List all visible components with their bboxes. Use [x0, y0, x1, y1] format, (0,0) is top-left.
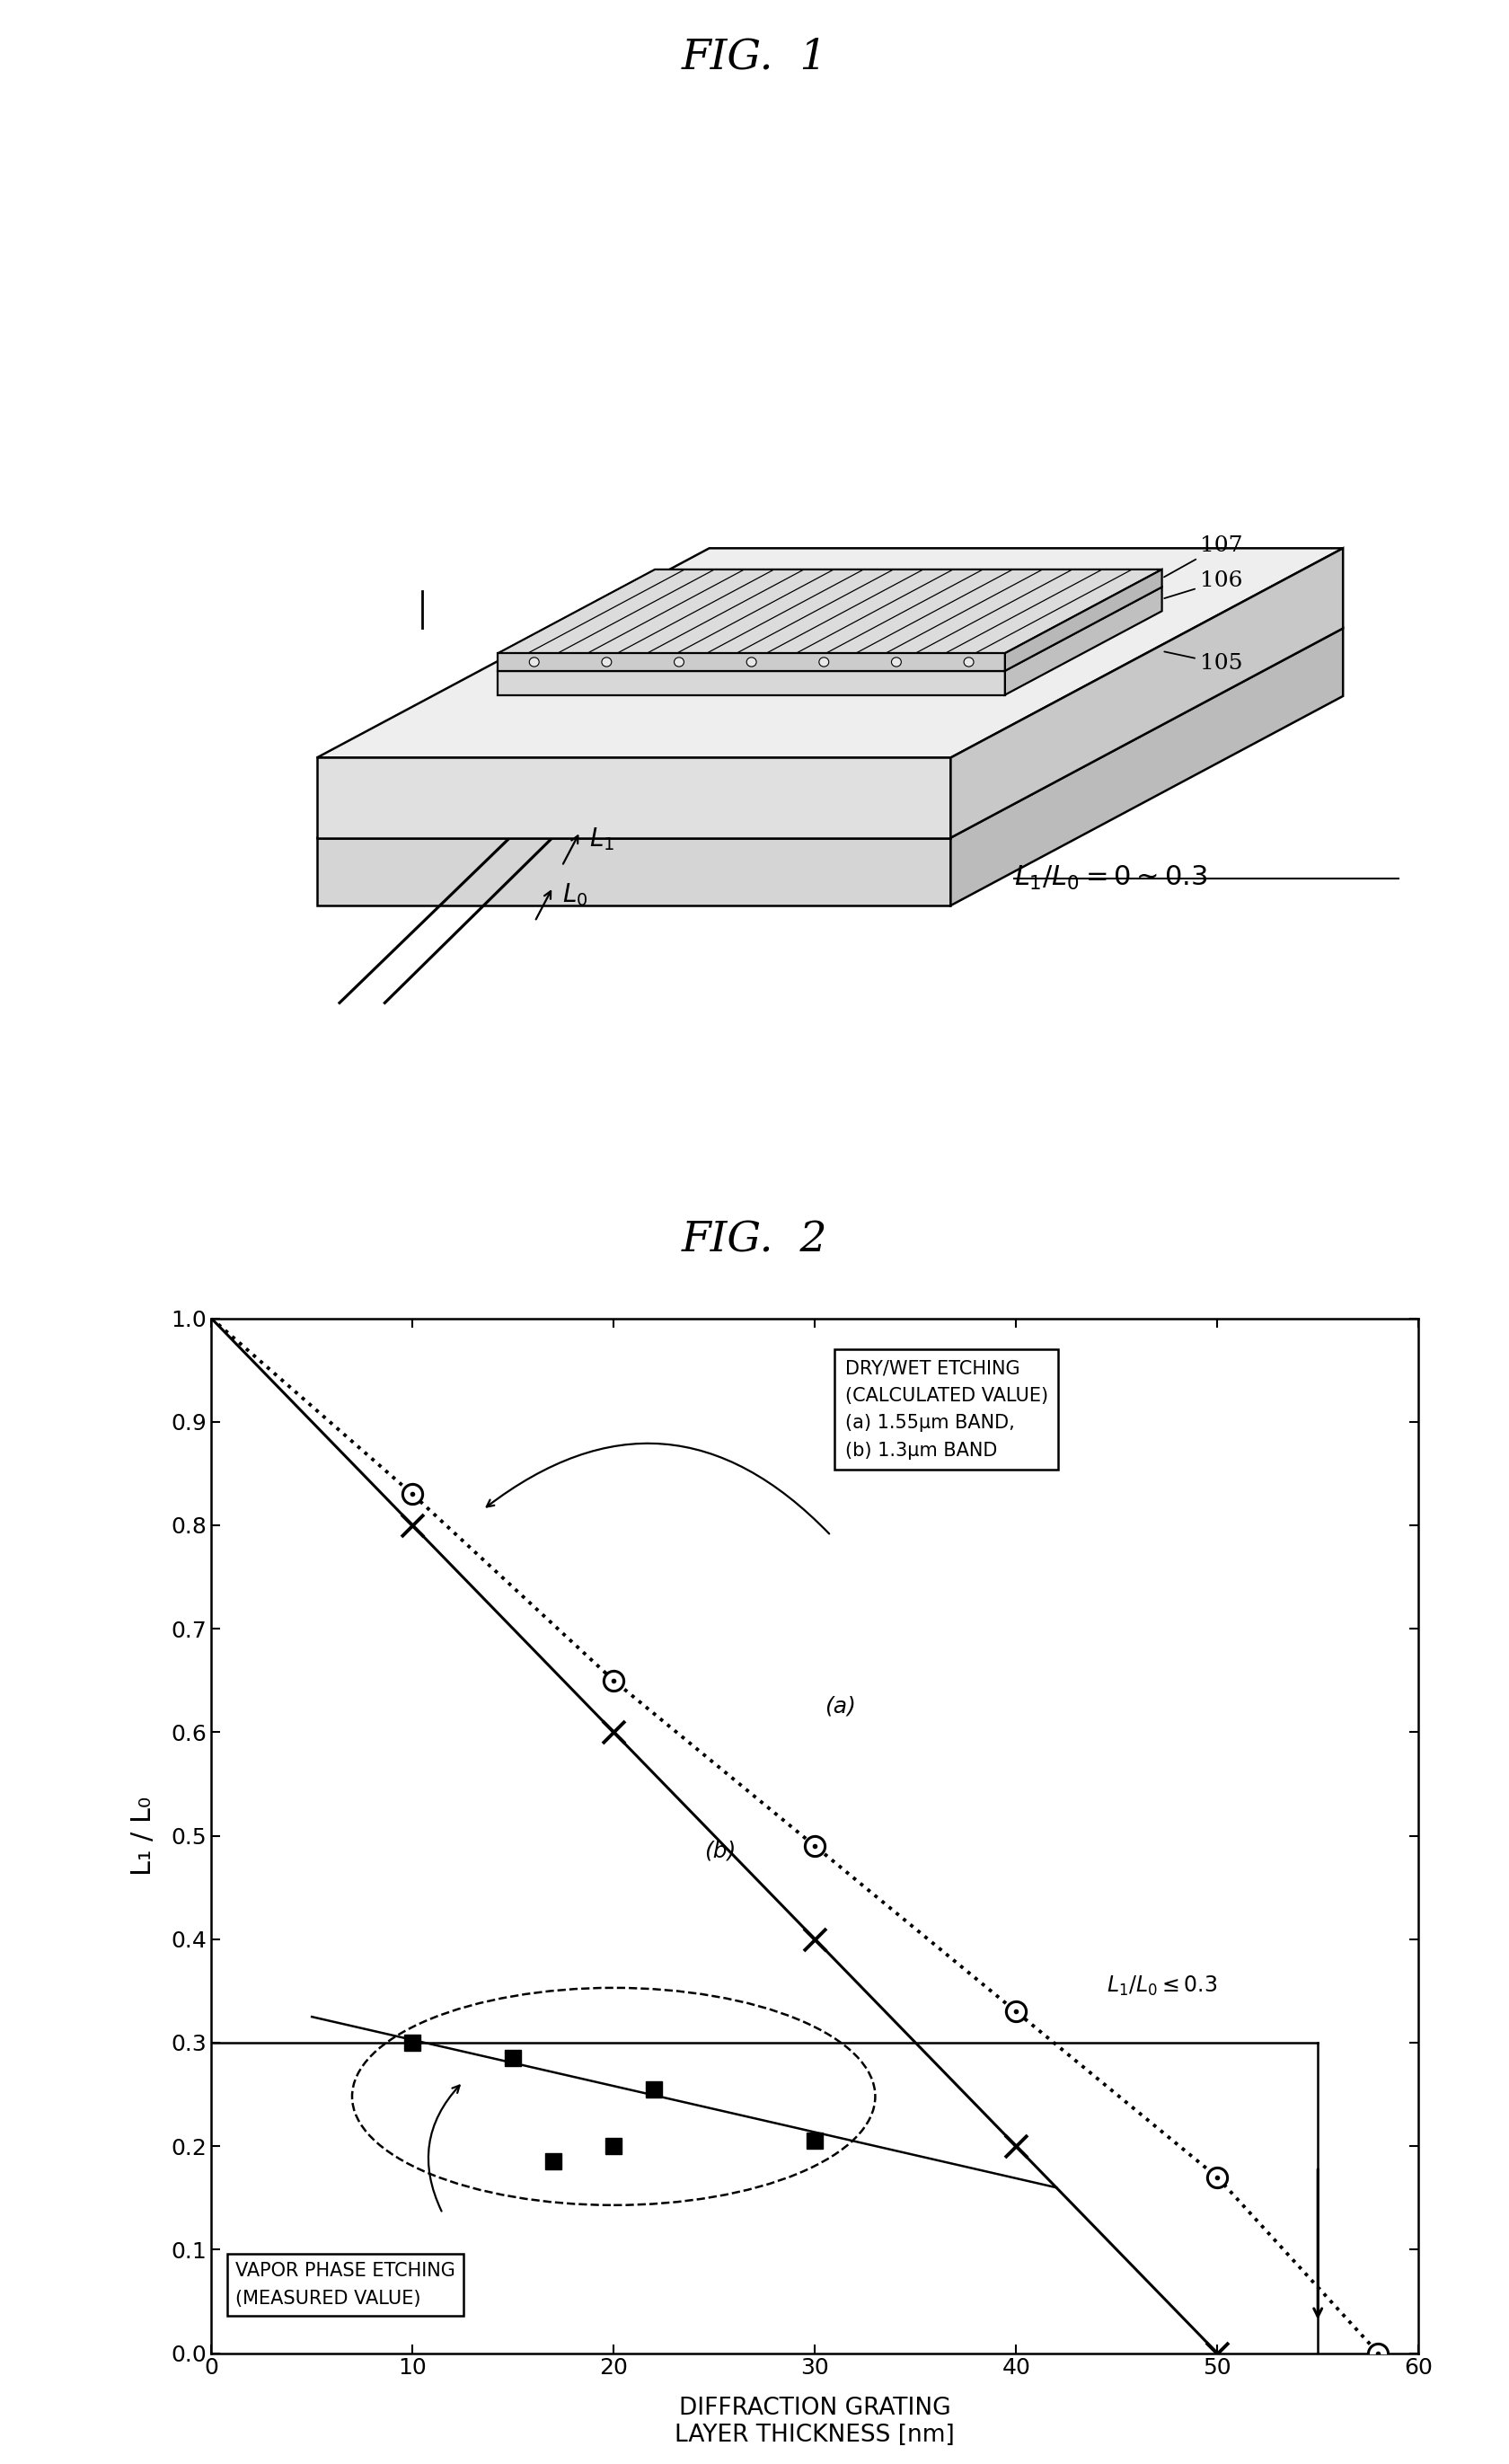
Text: 107: 107	[1163, 535, 1242, 577]
Text: 105: 105	[1165, 650, 1242, 675]
Polygon shape	[1005, 569, 1162, 670]
Polygon shape	[317, 628, 1343, 838]
Text: 106: 106	[1165, 572, 1242, 599]
Polygon shape	[317, 759, 951, 838]
Polygon shape	[317, 838, 951, 907]
Polygon shape	[498, 569, 1162, 653]
Y-axis label: L₁ / L₀: L₁ / L₀	[130, 1796, 155, 1875]
Ellipse shape	[675, 658, 684, 668]
Ellipse shape	[819, 658, 828, 668]
Text: FIG.  1: FIG. 1	[682, 37, 827, 79]
Text: DRY/WET ETCHING
(CALCULATED VALUE)
(a) 1.55μm BAND,
(b) 1.3μm BAND: DRY/WET ETCHING (CALCULATED VALUE) (a) 1…	[845, 1360, 1049, 1459]
Polygon shape	[951, 549, 1343, 838]
Text: OPTICAL WAVEGUIDE
DIRECTION: OPTICAL WAVEGUIDE DIRECTION	[658, 626, 871, 665]
Text: $L_1 / L_0 = 0 \sim 0.3$: $L_1 / L_0 = 0 \sim 0.3$	[1014, 865, 1207, 892]
Text: (a): (a)	[825, 1695, 856, 1717]
Text: $L_1$: $L_1$	[589, 825, 614, 853]
Ellipse shape	[964, 658, 973, 668]
Text: $L_1/L_0 \leq 0.3$: $L_1/L_0 \leq 0.3$	[1106, 1974, 1218, 1998]
Ellipse shape	[747, 658, 756, 668]
Text: $L_0$: $L_0$	[561, 882, 587, 907]
Text: FIG.  2: FIG. 2	[682, 1220, 827, 1262]
X-axis label: DIFFRACTION GRATING
LAYER THICKNESS [nm]: DIFFRACTION GRATING LAYER THICKNESS [nm]	[675, 2397, 955, 2447]
Ellipse shape	[892, 658, 901, 668]
Ellipse shape	[602, 658, 611, 668]
Text: VAPOR PHASE ETCHING
(MEASURED VALUE): VAPOR PHASE ETCHING (MEASURED VALUE)	[235, 2262, 456, 2306]
Polygon shape	[317, 549, 1343, 759]
Text: (b): (b)	[705, 1841, 736, 1863]
Ellipse shape	[530, 658, 539, 668]
Polygon shape	[1005, 586, 1162, 695]
Polygon shape	[951, 628, 1343, 907]
Polygon shape	[498, 586, 1162, 670]
Polygon shape	[498, 653, 1005, 670]
Polygon shape	[498, 670, 1005, 695]
